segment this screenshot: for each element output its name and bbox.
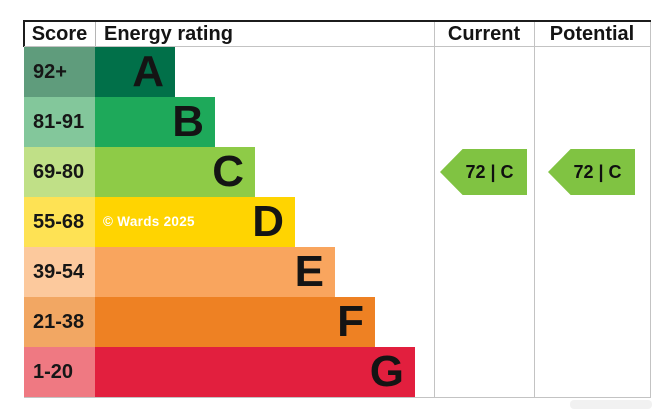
band-row-b: 81-91 B <box>24 97 215 147</box>
band-a-bar: A <box>95 47 175 97</box>
band-a-score-range: 92+ <box>24 47 95 97</box>
band-row-e: 39-54 E <box>24 247 335 297</box>
energy-rating-column-header: Energy rating <box>104 22 233 45</box>
table-top-border <box>23 20 651 22</box>
table-header-row: Score Energy rating Current Potential <box>24 22 650 46</box>
band-c-score-range: 69-80 <box>24 147 95 197</box>
band-d-bar: D <box>95 197 295 247</box>
band-row-g: 1-20 G <box>24 347 415 397</box>
band-row-d: 55-68 D <box>24 197 295 247</box>
faint-footer-watermark <box>570 400 652 409</box>
potential-column-header: Potential <box>549 22 635 45</box>
band-b-bar: B <box>95 97 215 147</box>
band-d-score-range: 55-68 <box>24 197 95 247</box>
band-row-c: 69-80 C <box>24 147 255 197</box>
current-column-header: Current <box>447 22 521 45</box>
band-c-bar: C <box>95 147 255 197</box>
score-column-header: Score <box>31 22 88 45</box>
table-left-border <box>23 20 25 47</box>
band-b-score-range: 81-91 <box>24 97 95 147</box>
band-f-score-range: 21-38 <box>24 297 95 347</box>
current-rating-arrow: 72 | C <box>440 149 527 195</box>
band-g-bar: G <box>95 347 415 397</box>
band-e-score-range: 39-54 <box>24 247 95 297</box>
band-row-a: 92+ A <box>24 47 175 97</box>
current-column-left-line <box>434 22 435 398</box>
copyright-watermark: © Wards 2025 <box>103 214 195 229</box>
header-bottom-line <box>24 46 650 47</box>
band-g-score-range: 1-20 <box>24 347 95 397</box>
table-right-border <box>650 22 651 398</box>
band-f-bar: F <box>95 297 375 347</box>
potential-column-left-line <box>534 22 535 398</box>
score-column-divider <box>95 22 96 46</box>
band-row-f: 21-38 F <box>24 297 375 347</box>
band-e-bar: E <box>95 247 335 297</box>
potential-rating-arrow: 72 | C <box>548 149 635 195</box>
table-bottom-line <box>24 397 651 398</box>
